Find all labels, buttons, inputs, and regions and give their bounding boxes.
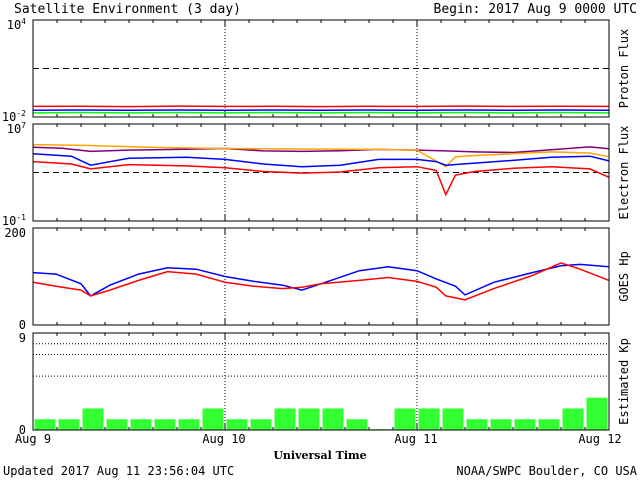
series-line-2 — [32, 153, 610, 168]
kp-bar — [250, 419, 272, 430]
kp-bar — [298, 408, 320, 430]
kp-bar — [394, 408, 416, 430]
x-axis-label: Universal Time — [273, 449, 366, 462]
y-tick-label: 10-2 — [2, 109, 26, 124]
series-line-1 — [32, 262, 610, 301]
kp-bar — [490, 419, 512, 430]
panel-2: 200 0 GOES Hp — [4, 226, 631, 332]
series-line-0 — [32, 263, 610, 297]
kp-bar — [202, 408, 224, 430]
panels: 104 10-2 Proton Flux 107 10-1 Electron Flux 20… — [2, 17, 631, 437]
kp-bar — [130, 419, 152, 430]
kp-bar — [34, 419, 56, 430]
kp-bar — [418, 408, 440, 430]
panel-frame — [32, 332, 610, 431]
kp-bar — [178, 419, 200, 430]
kp-bar — [538, 419, 560, 430]
kp-bar — [274, 408, 296, 430]
kp-bar — [442, 408, 464, 430]
kp-bar — [58, 419, 80, 430]
kp-bar — [82, 408, 104, 430]
kp-bar — [226, 419, 248, 430]
y-axis-label: Estimated Kp — [617, 338, 631, 425]
begin-time: Begin: 2017 Aug 9 0000 UTC — [434, 2, 638, 17]
kp-bar — [106, 419, 128, 430]
x-tick-label: Aug 11 — [394, 432, 437, 446]
kp-bar — [346, 419, 368, 430]
y-tick-label: 9 — [19, 331, 26, 345]
x-tick-label: Aug 9 — [15, 432, 51, 446]
kp-bar — [322, 408, 344, 430]
series-line-3 — [32, 160, 610, 197]
y-tick-label: 200 — [4, 226, 26, 240]
y-tick-label: 10-1 — [2, 213, 26, 228]
updated-time: Updated 2017 Aug 11 23:56:04 UTC — [3, 464, 234, 478]
y-axis-label: GOES Hp — [617, 251, 631, 302]
panel-frame — [32, 19, 610, 118]
y-tick-label: 0 — [19, 318, 26, 332]
y-tick-label: 107 — [7, 121, 26, 136]
panel-3: 9 0 Estimated Kp — [19, 331, 631, 437]
y-axis-label: Proton Flux — [617, 29, 631, 108]
x-tick-label: Aug 12 — [578, 432, 621, 446]
x-axis: Aug 9 Aug 10 Aug 11 Aug 12 Universal Tim… — [15, 432, 622, 462]
panel-0: 104 10-2 Proton Flux — [2, 17, 631, 124]
panel-1: 107 10-1 Electron Flux — [2, 121, 631, 228]
panel-frame — [32, 227, 610, 326]
y-tick-label: 104 — [7, 17, 26, 32]
series-line-1 — [32, 143, 610, 168]
y-axis-label: Electron Flux — [617, 126, 631, 220]
kp-bar — [514, 419, 536, 430]
panel-frame — [32, 123, 610, 222]
series-line-0 — [32, 146, 610, 154]
series-line-0 — [32, 105, 610, 108]
kp-bar — [586, 397, 608, 430]
kp-bar — [466, 419, 488, 430]
chart-title: Satellite Environment (3 day) — [14, 2, 241, 17]
x-tick-label: Aug 10 — [202, 432, 245, 446]
kp-bar — [562, 408, 584, 430]
kp-bar — [154, 419, 176, 430]
y-tick-label: 0 — [19, 423, 26, 437]
credit: NOAA/SWPC Boulder, CO USA — [456, 464, 637, 478]
